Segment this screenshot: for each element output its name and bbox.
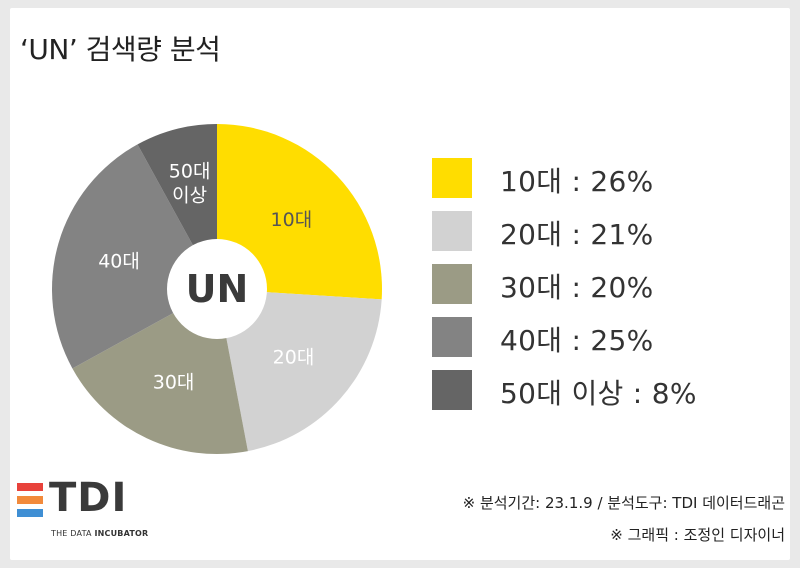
logo-wordmark: TDI — [49, 475, 128, 521]
donut-hole — [167, 239, 267, 339]
legend-label: 40대 : 25% — [500, 324, 654, 357]
pie-slice-2 — [217, 289, 382, 452]
legend-label: 50대 이상 : 8% — [500, 377, 697, 410]
logo-bar — [17, 509, 43, 517]
logo-bar — [17, 483, 43, 491]
slice-label-1: 10대 — [271, 209, 313, 231]
donut-center-label: UN — [186, 267, 249, 311]
legend-swatch — [432, 317, 472, 357]
page-title: ‘UN’ 검색량 분석 — [20, 33, 221, 66]
pie-slice-1 — [217, 124, 382, 300]
slice-label-2: 20대 — [273, 346, 315, 368]
footnote-credit: ※ 그래픽 : 조정인 디자이너 — [610, 526, 785, 544]
slice-label-3: 30대 — [153, 371, 195, 393]
legend-swatch — [432, 264, 472, 304]
pie-slice-4 — [52, 144, 217, 369]
slice-label-5: 50대 이상 — [169, 160, 211, 206]
legend-label: 10대 : 26% — [500, 165, 654, 198]
logo-tagline: THE DATA INCUBATOR — [51, 529, 148, 538]
logo-bar — [17, 496, 43, 504]
legend-label: 20대 : 21% — [500, 218, 654, 251]
logo-tagline-regular: THE DATA — [51, 529, 95, 538]
legend-label: 30대 : 20% — [500, 271, 654, 304]
footnote-period: ※ 분석기간: 23.1.9 / 분석도구: TDI 데이터드래곤 — [462, 494, 785, 512]
legend-swatch — [432, 370, 472, 410]
slice-label-4: 40대 — [98, 251, 140, 273]
legend-swatch — [432, 211, 472, 251]
legend-swatch — [432, 158, 472, 198]
logo-tagline-bold: INCUBATOR — [94, 529, 149, 538]
